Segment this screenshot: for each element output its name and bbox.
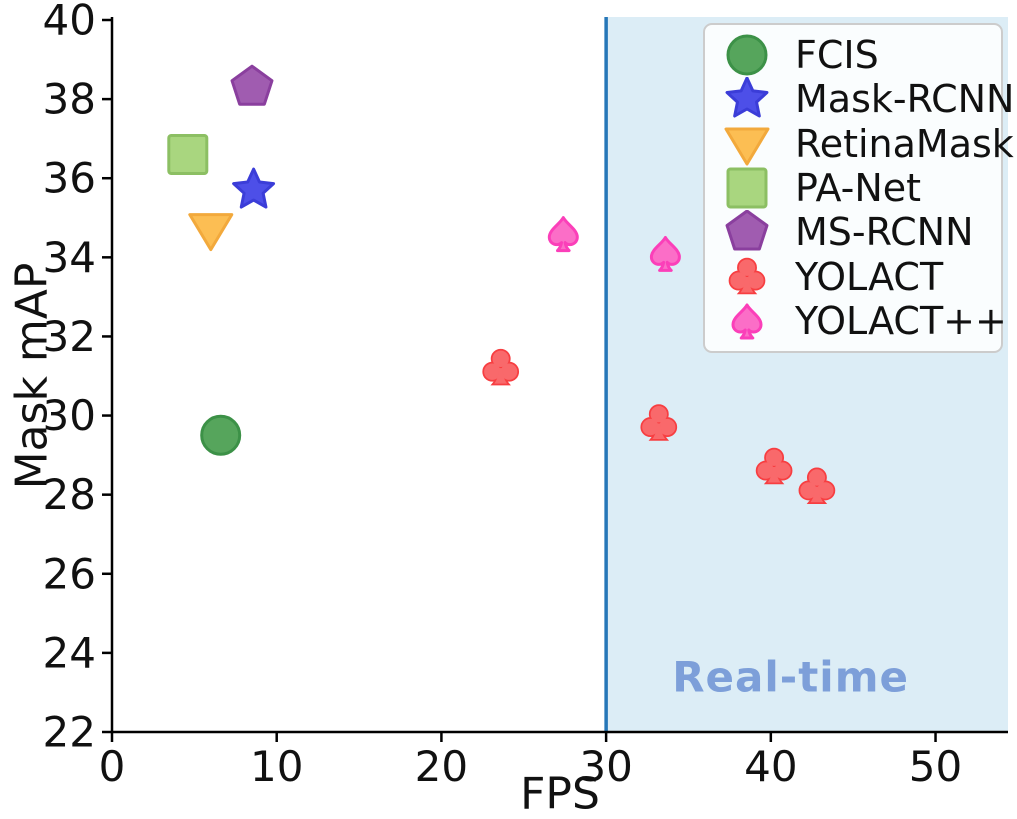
data-point-PA-Net	[167, 134, 209, 175]
realtime-region-label: Real-time	[672, 652, 909, 702]
legend-marker-circle-icon	[726, 34, 768, 76]
legend-label: RetinaMask	[795, 121, 1014, 166]
y-tick-label: 38	[43, 75, 96, 124]
data-point-MS-RCNN	[230, 64, 274, 106]
legend-item-FCIS: FCIS	[715, 33, 991, 77]
x-tick-label: 30	[579, 742, 632, 791]
legend-label: YOLACT++	[795, 298, 1007, 343]
legend-item-YOLACT: YOLACT	[715, 255, 991, 299]
legend: FCIS Mask-RCNN RetinaMask PA-Net MS-RCNN YOLA…	[703, 23, 1014, 353]
legend-item-PA-Net: PA-Net	[715, 166, 991, 210]
legend-label: YOLACT	[795, 254, 944, 299]
legend-label: Mask-RCNN	[795, 77, 1015, 122]
data-point-YOLACT++	[547, 216, 579, 253]
x-tick-label: 10	[250, 742, 303, 791]
data-point-YOLACT	[798, 467, 836, 505]
y-tick-label: 40	[43, 0, 96, 45]
y-tick-label: 22	[43, 708, 96, 757]
y-tick-label: 26	[43, 549, 96, 598]
y-tick-label: 36	[43, 154, 96, 203]
y-tick-label: 34	[43, 233, 96, 282]
legend-marker-pentagon-icon	[725, 210, 769, 251]
data-point-YOLACT++	[649, 235, 681, 272]
legend-marker-spade-icon	[731, 303, 763, 340]
data-point-YOLACT	[640, 404, 678, 441]
data-point-YOLACT	[482, 348, 520, 386]
legend-marker-triangle-down-icon	[724, 127, 770, 166]
x-tick-label: 20	[415, 742, 468, 791]
x-axis-title: FPS	[520, 768, 600, 819]
legend-label: MS-RCNN	[795, 210, 974, 255]
x-tick-label: 50	[909, 742, 962, 791]
legend-item-Mask-RCNN: Mask-RCNN	[715, 77, 1014, 121]
legend-label: FCIS	[795, 33, 879, 78]
y-tick-label: 32	[43, 312, 96, 361]
x-tick-label: 40	[744, 742, 797, 791]
legend-item-RetinaMask: RetinaMask	[715, 122, 1014, 166]
x-tick-label: 0	[99, 742, 126, 791]
y-tick-label: 28	[43, 470, 96, 519]
data-point-YOLACT	[755, 447, 793, 485]
y-tick-label: 30	[43, 391, 96, 440]
legend-label: PA-Net	[795, 165, 922, 210]
data-point-Mask-RCNN	[232, 167, 276, 209]
legend-item-YOLACT++: YOLACT++	[715, 299, 1007, 343]
y-axis-title: Mask mAP	[6, 262, 58, 490]
data-point-FCIS	[200, 414, 242, 456]
y-tick-label: 24	[43, 628, 96, 677]
legend-marker-square-icon	[726, 167, 768, 209]
legend-marker-club-icon	[728, 257, 766, 294]
legend-item-MS-RCNN: MS-RCNN	[715, 210, 991, 254]
data-point-RetinaMask	[188, 213, 234, 252]
legend-marker-star-icon	[725, 77, 769, 118]
